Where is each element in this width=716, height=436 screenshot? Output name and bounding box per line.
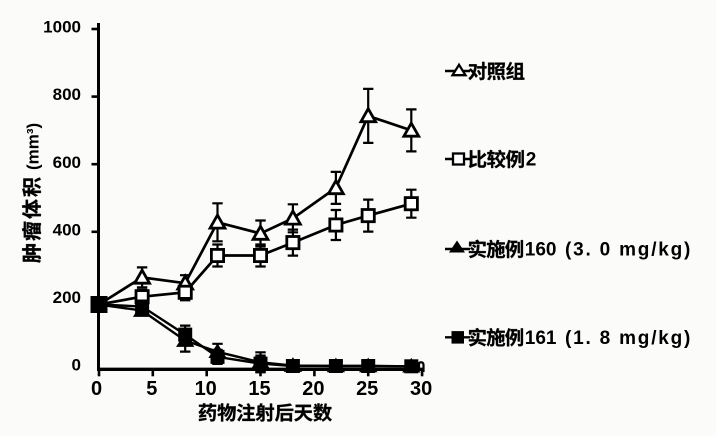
svg-text:25: 25 [356,378,378,400]
svg-text:5: 5 [146,378,157,400]
svg-text:15: 15 [248,378,270,400]
svg-text:600: 600 [53,153,81,172]
svg-text:200: 200 [53,288,81,307]
svg-text:2: 2 [526,150,537,171]
svg-text:800: 800 [53,85,81,104]
svg-text:400: 400 [53,220,81,239]
svg-text:160: 160 [525,240,557,261]
svg-text:30: 30 [410,378,432,400]
svg-text:(1. 8 mg/kg): (1. 8 mg/kg) [565,328,692,349]
svg-text:(3. 0 mg/kg): (3. 0 mg/kg) [565,240,692,261]
svg-text:1000: 1000 [43,18,81,37]
svg-text:10: 10 [195,378,217,400]
svg-text:20: 20 [302,378,324,400]
svg-text:(mm³): (mm³) [24,123,43,170]
svg-text:0: 0 [72,356,81,375]
svg-text:161: 161 [525,328,557,349]
svg-text:0: 0 [91,378,102,400]
